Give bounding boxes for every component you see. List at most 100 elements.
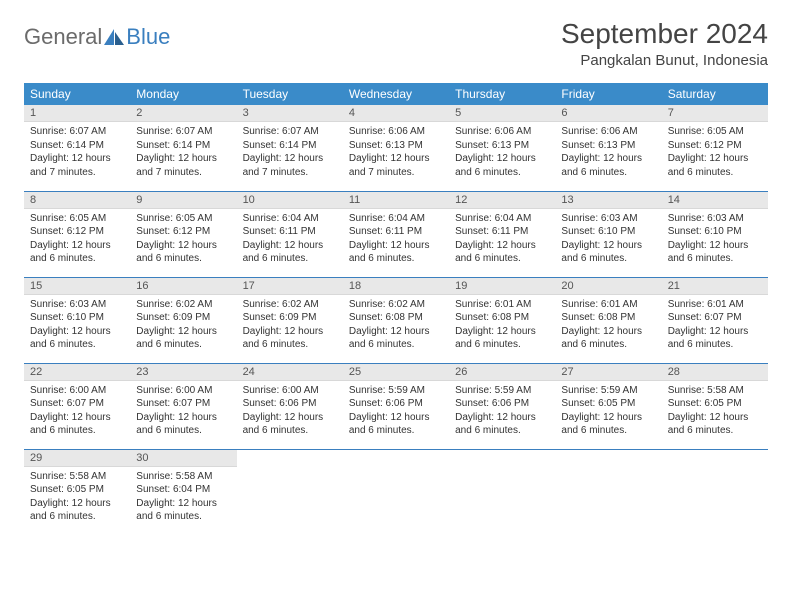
sunrise-line: Sunrise: 6:04 AM xyxy=(455,212,549,226)
sunset-line: Sunset: 6:05 PM xyxy=(561,397,655,411)
calendar-table: Sunday Monday Tuesday Wednesday Thursday… xyxy=(24,83,768,535)
sunrise-line: Sunrise: 6:06 AM xyxy=(455,125,549,139)
day-number: 21 xyxy=(662,278,768,295)
day-details: Sunrise: 6:03 AMSunset: 6:10 PMDaylight:… xyxy=(24,295,130,355)
weekday-header: Monday xyxy=(130,83,236,105)
calendar-cell: 21Sunrise: 6:01 AMSunset: 6:07 PMDayligh… xyxy=(662,277,768,363)
day-number: 23 xyxy=(130,364,236,381)
day-details: Sunrise: 6:02 AMSunset: 6:09 PMDaylight:… xyxy=(130,295,236,355)
daylight-line: Daylight: 12 hours and 6 minutes. xyxy=(455,325,549,352)
day-number: 22 xyxy=(24,364,130,381)
day-number: 11 xyxy=(343,192,449,209)
daylight-line: Daylight: 12 hours and 6 minutes. xyxy=(136,325,230,352)
sunrise-line: Sunrise: 5:58 AM xyxy=(668,384,762,398)
daylight-line: Daylight: 12 hours and 6 minutes. xyxy=(243,325,337,352)
sunrise-line: Sunrise: 6:06 AM xyxy=(561,125,655,139)
daylight-line: Daylight: 12 hours and 6 minutes. xyxy=(30,497,124,524)
daylight-line: Daylight: 12 hours and 6 minutes. xyxy=(561,411,655,438)
weekday-header: Sunday xyxy=(24,83,130,105)
calendar-cell: 1Sunrise: 6:07 AMSunset: 6:14 PMDaylight… xyxy=(24,105,130,191)
calendar-cell: 8Sunrise: 6:05 AMSunset: 6:12 PMDaylight… xyxy=(24,191,130,277)
calendar-cell: 28Sunrise: 5:58 AMSunset: 6:05 PMDayligh… xyxy=(662,363,768,449)
title-block: September 2024 Pangkalan Bunut, Indonesi… xyxy=(561,18,768,69)
daylight-line: Daylight: 12 hours and 6 minutes. xyxy=(349,325,443,352)
sunset-line: Sunset: 6:06 PM xyxy=(349,397,443,411)
weekday-header: Friday xyxy=(555,83,661,105)
sunset-line: Sunset: 6:07 PM xyxy=(668,311,762,325)
sunset-line: Sunset: 6:06 PM xyxy=(455,397,549,411)
sunset-line: Sunset: 6:08 PM xyxy=(455,311,549,325)
daylight-line: Daylight: 12 hours and 6 minutes. xyxy=(136,497,230,524)
day-details: Sunrise: 6:07 AMSunset: 6:14 PMDaylight:… xyxy=(130,122,236,182)
sunset-line: Sunset: 6:13 PM xyxy=(561,139,655,153)
day-details: Sunrise: 6:01 AMSunset: 6:08 PMDaylight:… xyxy=(555,295,661,355)
calendar-cell: 11 Sunrise: 6:04 AMSunset: 6:11 PMDayligh… xyxy=(343,191,449,277)
sunrise-line: Sunrise: 6:03 AM xyxy=(668,212,762,226)
calendar-cell: 25Sunrise: 5:59 AMSunset: 6:06 PMDayligh… xyxy=(343,363,449,449)
day-number: 3 xyxy=(237,105,343,122)
day-details: Sunrise: 6:01 AMSunset: 6:08 PMDaylight:… xyxy=(449,295,555,355)
calendar-cell: 2Sunrise: 6:07 AMSunset: 6:14 PMDaylight… xyxy=(130,105,236,191)
day-details: Sunrise: 6:07 AMSunset: 6:14 PMDaylight:… xyxy=(237,122,343,182)
day-number: 14 xyxy=(662,192,768,209)
calendar-cell xyxy=(449,449,555,535)
sunset-line: Sunset: 6:10 PM xyxy=(561,225,655,239)
location: Pangkalan Bunut, Indonesia xyxy=(561,52,768,69)
day-number: 29 xyxy=(24,450,130,467)
sunrise-line: Sunrise: 6:07 AM xyxy=(30,125,124,139)
day-number: 18 xyxy=(343,278,449,295)
daylight-line: Daylight: 12 hours and 6 minutes. xyxy=(455,239,549,266)
daylight-line: Daylight: 12 hours and 7 minutes. xyxy=(243,152,337,179)
calendar-cell: 7Sunrise: 6:05 AMSunset: 6:12 PMDaylight… xyxy=(662,105,768,191)
sunset-line: Sunset: 6:11 PM xyxy=(349,225,443,239)
daylight-line: Daylight: 12 hours and 6 minutes. xyxy=(455,152,549,179)
sunrise-line: Sunrise: 6:06 AM xyxy=(349,125,443,139)
day-number: 2 xyxy=(130,105,236,122)
daylight-line: Daylight: 12 hours and 6 minutes. xyxy=(243,239,337,266)
sunset-line: Sunset: 6:13 PM xyxy=(349,139,443,153)
sunset-line: Sunset: 6:12 PM xyxy=(136,225,230,239)
sunrise-line: Sunrise: 6:02 AM xyxy=(136,298,230,312)
weekday-header: Tuesday xyxy=(237,83,343,105)
sunrise-line: Sunrise: 5:58 AM xyxy=(30,470,124,484)
calendar-cell: 18Sunrise: 6:02 AMSunset: 6:08 PMDayligh… xyxy=(343,277,449,363)
calendar-cell: 23Sunrise: 6:00 AMSunset: 6:07 PMDayligh… xyxy=(130,363,236,449)
weekday-header: Thursday xyxy=(449,83,555,105)
sunset-line: Sunset: 6:14 PM xyxy=(243,139,337,153)
day-details: Sunrise: 6:04 AMSunset: 6:11 PMDaylight:… xyxy=(237,209,343,269)
sunset-line: Sunset: 6:08 PM xyxy=(349,311,443,325)
sunrise-line: Sunrise: 6:04 AM xyxy=(349,212,443,226)
weekday-header-row: Sunday Monday Tuesday Wednesday Thursday… xyxy=(24,83,768,105)
sunset-line: Sunset: 6:10 PM xyxy=(668,225,762,239)
day-details: Sunrise: 5:59 AMSunset: 6:06 PMDaylight:… xyxy=(343,381,449,441)
daylight-line: Daylight: 12 hours and 6 minutes. xyxy=(455,411,549,438)
day-details: Sunrise: 6:03 AMSunset: 6:10 PMDaylight:… xyxy=(555,209,661,269)
logo-sail-icon xyxy=(104,29,124,45)
day-number: 5 xyxy=(449,105,555,122)
day-details: Sunrise: 6:01 AMSunset: 6:07 PMDaylight:… xyxy=(662,295,768,355)
sunset-line: Sunset: 6:10 PM xyxy=(30,311,124,325)
sunset-line: Sunset: 6:11 PM xyxy=(455,225,549,239)
calendar-cell: 17Sunrise: 6:02 AMSunset: 6:09 PMDayligh… xyxy=(237,277,343,363)
calendar-week-row: 15Sunrise: 6:03 AMSunset: 6:10 PMDayligh… xyxy=(24,277,768,363)
daylight-line: Daylight: 12 hours and 6 minutes. xyxy=(349,239,443,266)
header: General Blue September 2024 Pangkalan Bu… xyxy=(24,18,768,69)
calendar-cell: 9Sunrise: 6:05 AMSunset: 6:12 PMDaylight… xyxy=(130,191,236,277)
day-number: 16 xyxy=(130,278,236,295)
day-number: 7 xyxy=(662,105,768,122)
sunset-line: Sunset: 6:13 PM xyxy=(455,139,549,153)
daylight-line: Daylight: 12 hours and 7 minutes. xyxy=(30,152,124,179)
sunrise-line: Sunrise: 6:04 AM xyxy=(243,212,337,226)
day-number: 13 xyxy=(555,192,661,209)
daylight-line: Daylight: 12 hours and 6 minutes. xyxy=(561,239,655,266)
calendar-cell: 19Sunrise: 6:01 AMSunset: 6:08 PMDayligh… xyxy=(449,277,555,363)
day-details: Sunrise: 6:03 AMSunset: 6:10 PMDaylight:… xyxy=(662,209,768,269)
sunset-line: Sunset: 6:12 PM xyxy=(668,139,762,153)
day-details: Sunrise: 6:06 AMSunset: 6:13 PMDaylight:… xyxy=(449,122,555,182)
sunrise-line: Sunrise: 6:07 AM xyxy=(136,125,230,139)
day-details: Sunrise: 6:02 AMSunset: 6:08 PMDaylight:… xyxy=(343,295,449,355)
calendar-cell: 14Sunrise: 6:03 AMSunset: 6:10 PMDayligh… xyxy=(662,191,768,277)
calendar-cell: 6Sunrise: 6:06 AMSunset: 6:13 PMDaylight… xyxy=(555,105,661,191)
daylight-line: Daylight: 12 hours and 6 minutes. xyxy=(30,411,124,438)
sunrise-line: Sunrise: 5:59 AM xyxy=(561,384,655,398)
